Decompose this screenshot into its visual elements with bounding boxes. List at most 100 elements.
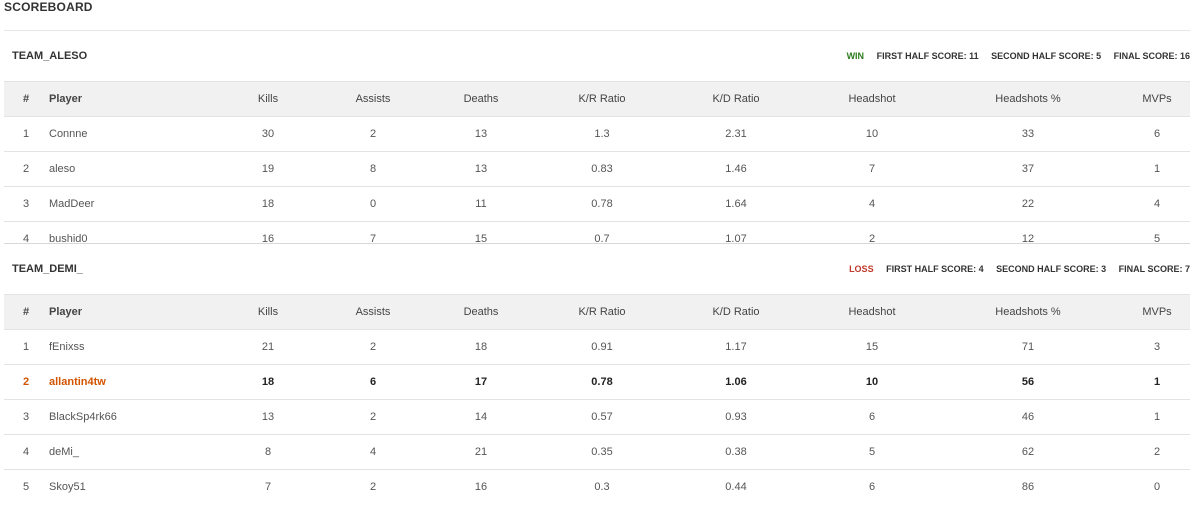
cell-player[interactable]: allantin4tw <box>48 364 208 400</box>
table-row-highlighted: 2 allantin4tw 18 6 17 0.78 1.06 10 56 1 <box>4 364 1190 400</box>
column-header-assists[interactable]: Assists <box>328 81 418 117</box>
cell-kr-ratio: 0.78 <box>544 186 660 222</box>
column-header-player[interactable]: Player <box>48 81 208 117</box>
cell-assists: 8 <box>328 151 418 187</box>
cell-kr-ratio: 0.91 <box>544 329 660 365</box>
team-header: TEAM_DEMI_ LOSS FIRST HALF SCORE: 4 SECO… <box>4 243 1190 294</box>
column-header-headshots-pct[interactable]: Headshots % <box>932 294 1124 330</box>
cell-headshot: 10 <box>812 364 932 400</box>
cell-rank: 5 <box>22 481 30 493</box>
table-row: 3 MadDeer 18 0 11 0.78 1.64 4 22 4 <box>4 186 1190 222</box>
column-header-mvps[interactable]: MVPs <box>1124 294 1190 330</box>
cell-deaths: 18 <box>418 329 544 365</box>
cell-player[interactable]: Connne <box>48 116 208 152</box>
cell-headshot: 5 <box>812 434 932 470</box>
cell-mvps: 1 <box>1124 399 1190 435</box>
cell-kills: 30 <box>208 116 328 152</box>
cell-headshots-pct: 12 <box>1021 233 1035 245</box>
table-row: 5 Skoy51 7 2 16 0.3 0.44 6 86 0 <box>4 470 1190 505</box>
cell-headshot: 6 <box>868 481 876 493</box>
column-header-kills[interactable]: Kills <box>208 81 328 117</box>
cell-mvps: 2 <box>1124 434 1190 470</box>
cell-kr-ratio: 0.57 <box>544 399 660 435</box>
column-header-headshot[interactable]: Headshot <box>812 294 932 330</box>
cell-headshot: 15 <box>812 329 932 365</box>
column-header-headshot[interactable]: Headshot <box>812 81 932 117</box>
cell-kills: 19 <box>208 151 328 187</box>
scoreboard-table: # Player Kills Assists Deaths K/R Ratio … <box>4 81 1190 256</box>
table-row: 4 bushid0 16 7 15 0.7 1.07 2 12 5 <box>4 222 1190 257</box>
team-section-demi: TEAM_DEMI_ LOSS FIRST HALF SCORE: 4 SECO… <box>4 243 1190 504</box>
column-header-deaths[interactable]: Deaths <box>418 294 544 330</box>
table-row: 3 BlackSp4rk66 13 2 14 0.57 0.93 6 46 1 <box>4 399 1190 435</box>
cell-assists: 0 <box>328 186 418 222</box>
cell-headshots-pct: 56 <box>932 364 1124 400</box>
cell-rank: 3 <box>4 399 48 435</box>
cell-kr-ratio: 1.3 <box>544 116 660 152</box>
cell-headshots-pct: 46 <box>932 399 1124 435</box>
team-section-aleso: TEAM_ALESO WIN FIRST HALF SCORE: 11 SECO… <box>4 30 1190 256</box>
cell-player[interactable]: aleso <box>48 151 208 187</box>
cell-player[interactable]: Skoy51 <box>49 481 86 493</box>
column-header-mvps[interactable]: MVPs <box>1124 81 1190 117</box>
cell-headshots-pct: 37 <box>932 151 1124 187</box>
cell-deaths: 14 <box>418 399 544 435</box>
cell-rank: 1 <box>4 329 48 365</box>
column-header-assists[interactable]: Assists <box>328 294 418 330</box>
cell-kd-ratio: 0.93 <box>660 399 812 435</box>
table-row: 1 fEnixss 21 2 18 0.91 1.17 15 71 3 <box>4 329 1190 365</box>
cell-deaths: 11 <box>418 186 544 222</box>
cell-player[interactable]: bushid0 <box>49 233 88 245</box>
team-name: TEAM_DEMI_ <box>12 263 83 275</box>
cell-player[interactable]: MadDeer <box>48 186 208 222</box>
cell-kd-ratio: 1.64 <box>660 186 812 222</box>
cell-kd-ratio: 1.17 <box>660 329 812 365</box>
cell-rank: 4 <box>22 233 30 245</box>
second-half-score: SECOND HALF SCORE: 5 <box>991 51 1102 61</box>
team-summary: WIN FIRST HALF SCORE: 11 SECOND HALF SCO… <box>837 51 1190 61</box>
cell-kd-ratio: 1.07 <box>725 233 747 245</box>
cell-mvps: 3 <box>1124 329 1190 365</box>
cell-kills: 8 <box>208 434 328 470</box>
column-header-rank[interactable]: # <box>4 81 48 117</box>
table-row: 1 Connne 30 2 13 1.3 2.31 10 33 6 <box>4 116 1190 152</box>
cell-kills: 13 <box>208 399 328 435</box>
column-header-kr-ratio[interactable]: K/R Ratio <box>544 81 660 117</box>
table-row: 2 aleso 19 8 13 0.83 1.46 7 37 1 <box>4 151 1190 187</box>
table-row: 4 deMi_ 8 4 21 0.35 0.38 5 62 2 <box>4 434 1190 470</box>
cell-headshot: 7 <box>812 151 932 187</box>
cell-mvps: 4 <box>1124 186 1190 222</box>
cell-rank: 3 <box>4 186 48 222</box>
cell-mvps: 6 <box>1124 116 1190 152</box>
cell-kills: 18 <box>208 364 328 400</box>
cell-headshots-pct: 86 <box>1021 481 1035 493</box>
column-header-player[interactable]: Player <box>48 294 208 330</box>
cell-kd-ratio: 0.44 <box>725 481 747 493</box>
cell-mvps: 1 <box>1124 364 1190 400</box>
cell-assists: 4 <box>328 434 418 470</box>
column-header-kd-ratio[interactable]: K/D Ratio <box>660 81 812 117</box>
cell-kr-ratio: 0.35 <box>544 434 660 470</box>
column-header-headshots-pct[interactable]: Headshots % <box>932 81 1124 117</box>
page-title: SCOREBOARD <box>4 0 93 14</box>
column-header-deaths[interactable]: Deaths <box>418 81 544 117</box>
column-header-kd-ratio[interactable]: K/D Ratio <box>660 294 812 330</box>
cell-deaths: 16 <box>474 481 488 493</box>
cell-rank: 2 <box>4 151 48 187</box>
cell-player[interactable]: BlackSp4rk66 <box>48 399 208 435</box>
cell-rank: 4 <box>4 434 48 470</box>
first-half-score: FIRST HALF SCORE: 4 <box>886 264 984 274</box>
cell-assists: 2 <box>328 116 418 152</box>
cell-assists: 2 <box>369 481 377 493</box>
cell-deaths: 13 <box>418 151 544 187</box>
cell-player[interactable]: deMi_ <box>48 434 208 470</box>
column-header-kills[interactable]: Kills <box>208 294 328 330</box>
cell-kr-ratio: 0.83 <box>544 151 660 187</box>
cell-player[interactable]: fEnixss <box>48 329 208 365</box>
column-header-kr-ratio[interactable]: K/R Ratio <box>544 294 660 330</box>
cell-deaths: 17 <box>418 364 544 400</box>
cell-headshot: 10 <box>812 116 932 152</box>
cell-headshots-pct: 62 <box>932 434 1124 470</box>
column-header-rank[interactable]: # <box>4 294 48 330</box>
cell-deaths: 13 <box>418 116 544 152</box>
